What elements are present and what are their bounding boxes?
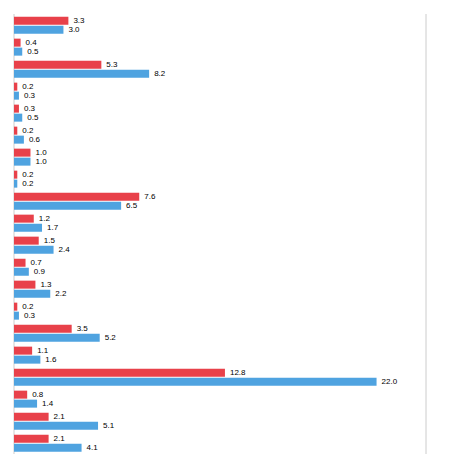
svg-text:2.4: 2.4 xyxy=(59,245,71,254)
svg-text:1.6: 1.6 xyxy=(45,355,57,364)
svg-text:0.3: 0.3 xyxy=(24,91,36,100)
svg-text:5.1: 5.1 xyxy=(103,421,115,430)
svg-text:22.0: 22.0 xyxy=(382,377,398,386)
svg-text:3.3: 3.3 xyxy=(73,16,85,25)
svg-text:0.3: 0.3 xyxy=(24,311,36,320)
svg-text:0.2: 0.2 xyxy=(22,170,34,179)
svg-text:0.9: 0.9 xyxy=(34,267,46,276)
svg-text:4.1: 4.1 xyxy=(87,443,99,452)
svg-text:1.4: 1.4 xyxy=(42,399,54,408)
svg-text:1.3: 1.3 xyxy=(40,280,52,289)
svg-text:1.1: 1.1 xyxy=(37,346,49,355)
svg-text:6.5: 6.5 xyxy=(126,201,138,210)
svg-text:0.2: 0.2 xyxy=(22,82,34,91)
svg-text:0.6: 0.6 xyxy=(29,135,41,144)
svg-text:0.5: 0.5 xyxy=(27,113,39,122)
svg-text:0.2: 0.2 xyxy=(22,179,34,188)
svg-text:1.7: 1.7 xyxy=(47,223,59,232)
svg-text:0.5: 0.5 xyxy=(27,47,39,56)
svg-text:2.1: 2.1 xyxy=(54,412,66,421)
svg-text:5.3: 5.3 xyxy=(106,60,118,69)
svg-text:0.3: 0.3 xyxy=(24,104,36,113)
svg-text:1.2: 1.2 xyxy=(39,214,51,223)
svg-text:0.4: 0.4 xyxy=(26,38,38,47)
svg-text:2.2: 2.2 xyxy=(55,289,67,298)
svg-text:3.5: 3.5 xyxy=(77,324,89,333)
svg-text:0.7: 0.7 xyxy=(31,258,43,267)
svg-text:1.5: 1.5 xyxy=(44,236,56,245)
svg-text:2.1: 2.1 xyxy=(54,434,66,443)
svg-text:5.2: 5.2 xyxy=(105,333,117,342)
svg-text:8.2: 8.2 xyxy=(154,69,166,78)
svg-text:3.0: 3.0 xyxy=(68,25,80,34)
svg-text:12.8: 12.8 xyxy=(230,368,246,377)
svg-text:1.0: 1.0 xyxy=(35,157,47,166)
svg-text:1.0: 1.0 xyxy=(35,148,47,157)
svg-text:0.8: 0.8 xyxy=(32,390,44,399)
svg-text:0.2: 0.2 xyxy=(22,302,34,311)
svg-text:7.6: 7.6 xyxy=(144,192,156,201)
svg-text:0.2: 0.2 xyxy=(22,126,34,135)
